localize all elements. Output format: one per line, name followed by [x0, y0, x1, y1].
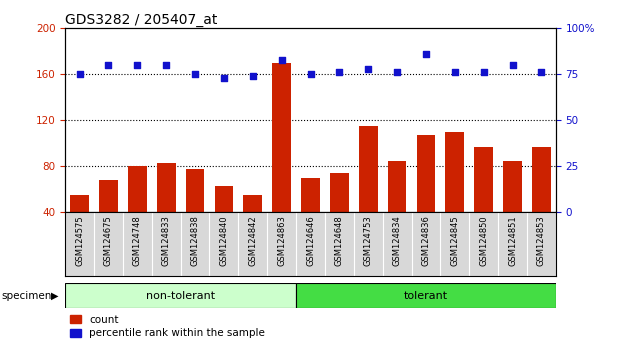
Bar: [272, 63, 291, 212]
Bar: [157, 163, 176, 212]
Point: [363, 66, 373, 72]
Bar: [99, 180, 118, 212]
Point: [479, 70, 489, 75]
Text: specimen: specimen: [2, 291, 52, 301]
Point: [421, 51, 431, 57]
Point: [190, 72, 200, 77]
Bar: [532, 147, 551, 212]
Point: [392, 70, 402, 75]
Text: GSM124851: GSM124851: [508, 216, 517, 266]
Text: GSM124842: GSM124842: [248, 216, 257, 266]
Point: [507, 62, 517, 68]
Bar: [296, 283, 556, 308]
Text: GSM124850: GSM124850: [479, 216, 488, 266]
Text: GDS3282 / 205407_at: GDS3282 / 205407_at: [65, 13, 217, 27]
Bar: [417, 135, 435, 212]
Text: tolerant: tolerant: [404, 291, 448, 301]
Bar: [330, 173, 349, 212]
Bar: [474, 147, 493, 212]
Text: GSM124748: GSM124748: [133, 216, 142, 266]
Text: non-tolerant: non-tolerant: [146, 291, 215, 301]
Point: [75, 72, 84, 77]
Bar: [359, 126, 378, 212]
Text: ▶: ▶: [51, 291, 58, 301]
Bar: [128, 166, 147, 212]
Bar: [388, 161, 407, 212]
Bar: [503, 161, 522, 212]
Bar: [214, 186, 233, 212]
Bar: [445, 132, 464, 212]
Text: GSM124753: GSM124753: [364, 216, 373, 266]
Text: GSM124834: GSM124834: [392, 216, 402, 266]
Bar: [65, 283, 296, 308]
Point: [248, 73, 258, 79]
Text: GSM124646: GSM124646: [306, 216, 315, 266]
Point: [450, 70, 460, 75]
Point: [277, 57, 287, 62]
Bar: [186, 169, 204, 212]
Point: [537, 70, 546, 75]
Text: GSM124838: GSM124838: [191, 216, 199, 267]
Text: GSM124833: GSM124833: [161, 216, 171, 267]
Point: [132, 62, 142, 68]
Point: [104, 62, 114, 68]
Point: [334, 70, 344, 75]
Legend: count, percentile rank within the sample: count, percentile rank within the sample: [70, 315, 265, 338]
Bar: [243, 195, 262, 212]
Text: GSM124853: GSM124853: [537, 216, 546, 266]
Text: GSM124845: GSM124845: [450, 216, 460, 266]
Point: [219, 75, 229, 81]
Text: GSM124840: GSM124840: [219, 216, 229, 266]
Bar: [70, 195, 89, 212]
Point: [161, 62, 171, 68]
Point: [306, 72, 315, 77]
Text: GSM124863: GSM124863: [277, 216, 286, 267]
Text: GSM124675: GSM124675: [104, 216, 113, 266]
Bar: [301, 178, 320, 212]
Text: GSM124648: GSM124648: [335, 216, 344, 266]
Text: GSM124575: GSM124575: [75, 216, 84, 266]
Text: GSM124836: GSM124836: [422, 216, 430, 267]
